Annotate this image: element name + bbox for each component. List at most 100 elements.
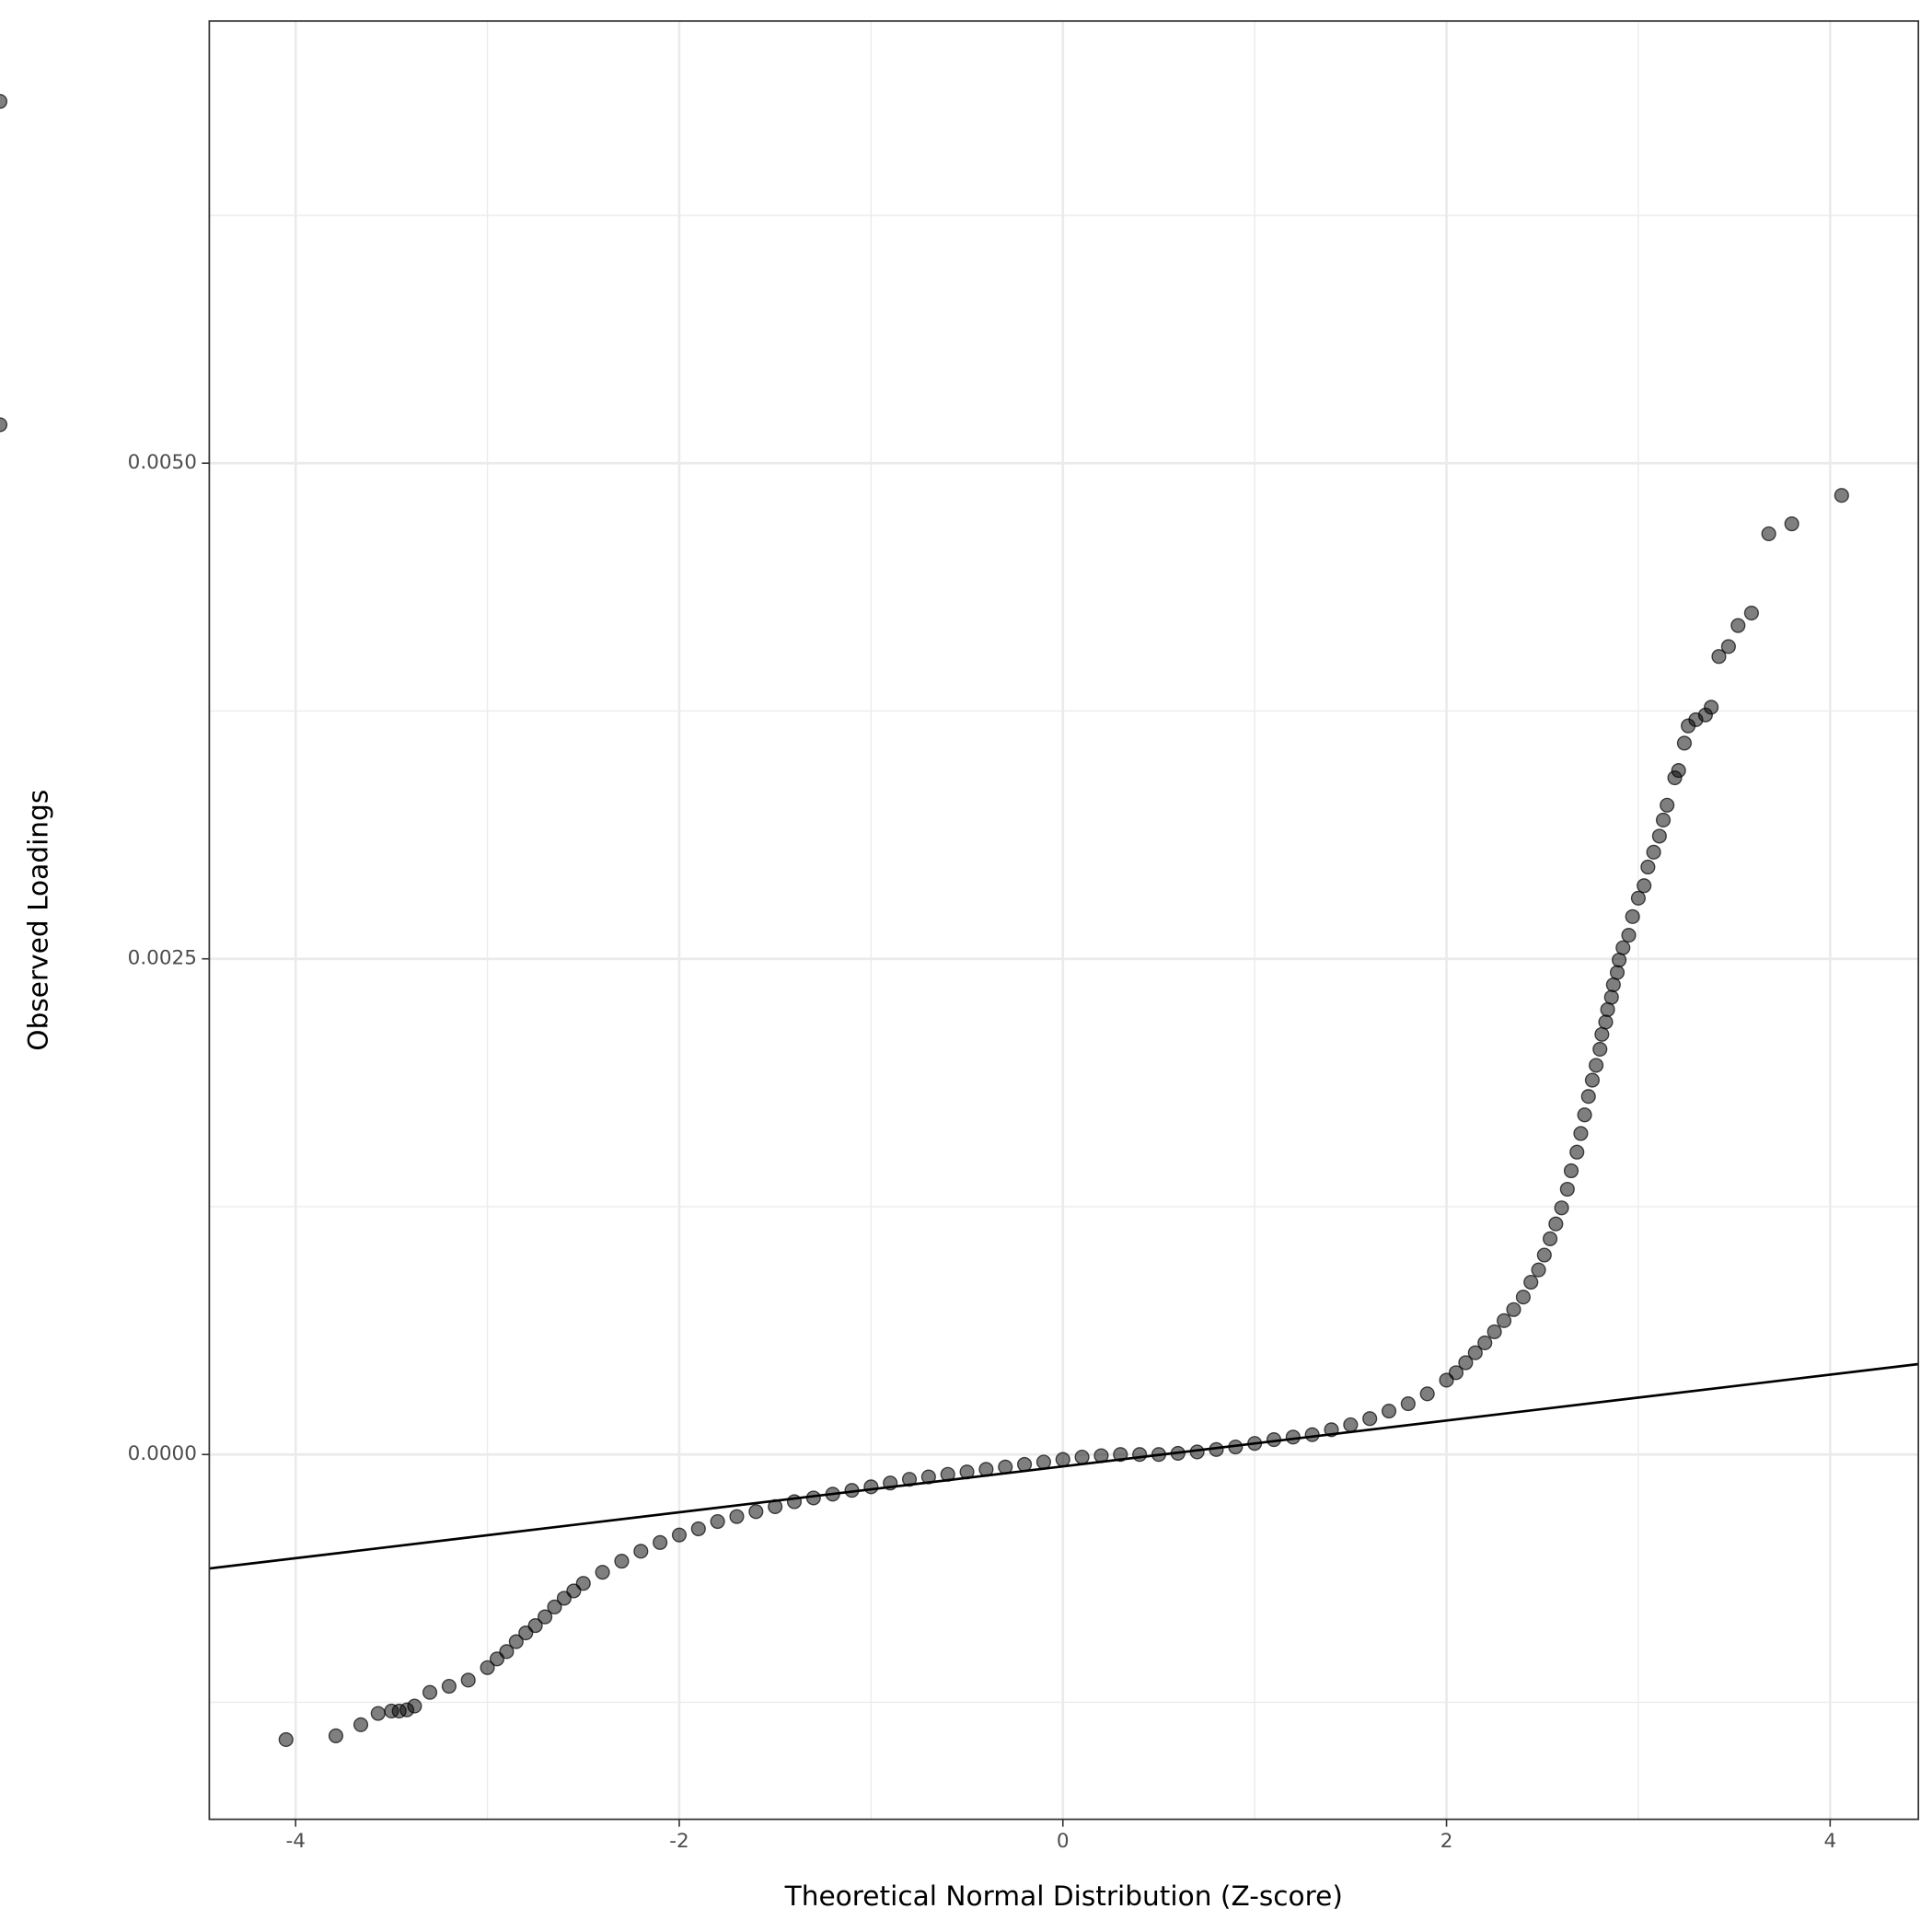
point (1487, 1324, 1502, 1339)
point (1543, 1231, 1558, 1246)
x-tick-label: 2 (1440, 1830, 1453, 1853)
point (595, 1565, 610, 1580)
point (1743, 605, 1759, 621)
reference-line (209, 1362, 1919, 1570)
point (1598, 1014, 1614, 1030)
point (1035, 1454, 1051, 1470)
point (1531, 1262, 1546, 1278)
point (1419, 1386, 1435, 1402)
y-tick-label: 0.0050 (128, 451, 197, 474)
point (575, 1576, 591, 1591)
point (1285, 1429, 1301, 1445)
point (370, 1706, 386, 1721)
x-tick-label: 0 (1057, 1830, 1070, 1853)
point (407, 1698, 422, 1714)
point (566, 1583, 582, 1599)
point (1605, 977, 1621, 993)
point (328, 1728, 344, 1743)
point (547, 1599, 562, 1614)
point (748, 1504, 764, 1520)
point (1577, 1107, 1592, 1123)
point (1439, 1372, 1454, 1388)
point (1621, 928, 1637, 943)
point (1563, 1163, 1579, 1179)
point (1603, 989, 1619, 1005)
point (1594, 1026, 1610, 1042)
point (1017, 1456, 1033, 1473)
point (1730, 618, 1746, 633)
point (1548, 1216, 1564, 1232)
x-tick-label: 4 (1823, 1830, 1836, 1853)
point (1304, 1427, 1320, 1442)
point (1711, 649, 1727, 665)
point (901, 1472, 918, 1487)
point (653, 1534, 668, 1550)
point (1381, 1403, 1397, 1419)
x-axis-title: Theoretical Normal Distribution (Z-score… (784, 1880, 1343, 1912)
panel-border (208, 19, 1920, 1821)
point (614, 1554, 630, 1569)
y-tick-label: 0.0000 (128, 1442, 197, 1465)
point (1554, 1200, 1569, 1216)
point (1400, 1396, 1416, 1412)
point (1584, 1072, 1600, 1088)
point (1784, 516, 1799, 532)
point (1640, 859, 1656, 875)
x-tick-label: -4 (285, 1830, 305, 1853)
point (1660, 797, 1675, 813)
point (1720, 639, 1736, 654)
point (1569, 1144, 1585, 1160)
point (422, 1684, 438, 1700)
point (499, 1644, 515, 1660)
point (1609, 965, 1625, 980)
x-tick-label: -2 (669, 1830, 688, 1853)
point (1612, 952, 1627, 968)
point (1676, 735, 1693, 751)
y-tick-label: 0.0025 (128, 947, 197, 970)
point (1559, 1181, 1575, 1197)
point (353, 1717, 369, 1732)
point (1655, 812, 1672, 828)
point (1506, 1301, 1521, 1317)
point (1362, 1411, 1378, 1427)
point (1646, 844, 1661, 860)
point (1496, 1313, 1512, 1328)
point (460, 1672, 476, 1688)
point (1671, 763, 1686, 779)
point (1523, 1274, 1539, 1290)
point (1637, 878, 1652, 894)
point (441, 1678, 457, 1695)
point (1704, 700, 1719, 715)
point (1448, 1365, 1464, 1381)
point (633, 1544, 649, 1559)
point (1343, 1417, 1359, 1432)
point (1630, 890, 1647, 906)
point (0, 417, 8, 433)
point (1536, 1247, 1552, 1263)
point (527, 1618, 543, 1634)
point (1132, 1447, 1148, 1463)
point (538, 1609, 553, 1625)
point (671, 1527, 688, 1543)
point (1761, 526, 1776, 541)
point (1592, 1041, 1608, 1058)
point (1615, 940, 1631, 955)
point (863, 1479, 879, 1495)
point (1467, 1345, 1483, 1360)
point (690, 1521, 706, 1537)
point (1600, 1001, 1615, 1017)
y-axis-title: Observed Loadings (23, 790, 54, 1051)
point (1074, 1449, 1090, 1465)
point (1589, 1058, 1604, 1073)
point (1477, 1335, 1493, 1351)
point (1515, 1290, 1531, 1305)
point (1580, 1089, 1596, 1105)
point (1834, 488, 1849, 503)
point (1573, 1126, 1589, 1141)
point (480, 1660, 495, 1675)
point (710, 1513, 725, 1530)
point (0, 94, 8, 110)
